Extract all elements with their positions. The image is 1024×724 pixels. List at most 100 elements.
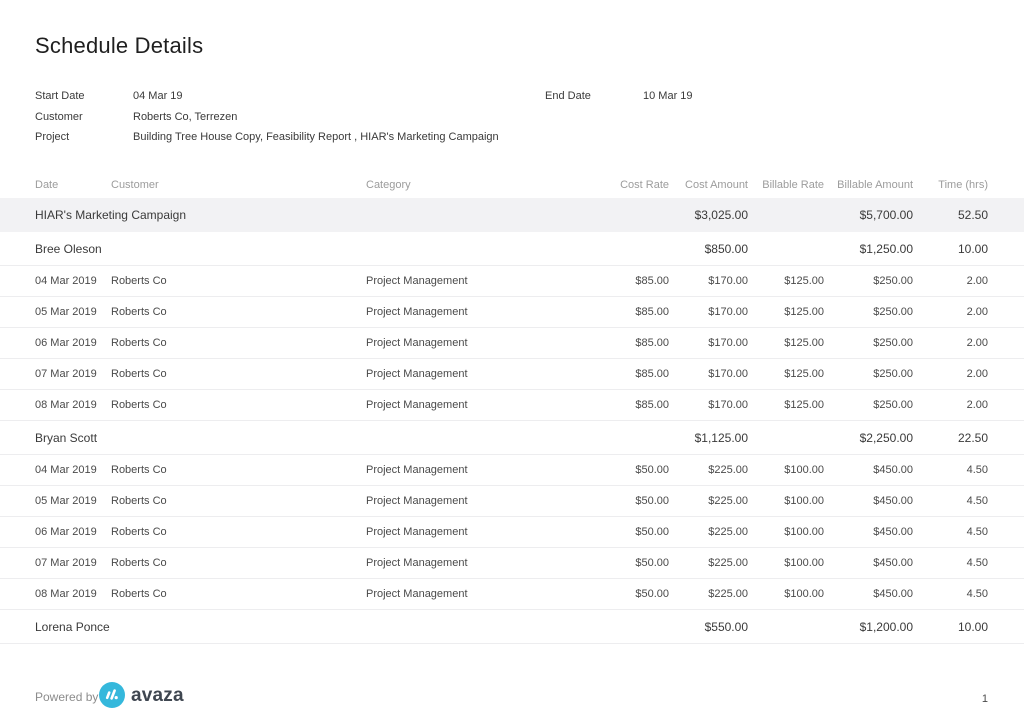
cell-billable-amount: $450.00 [873,495,913,507]
cell-category: Project Management [366,526,468,538]
table-row: 08 Mar 2019 Roberts Co Project Management $… [0,579,1024,610]
cell-billable-amount: $5,700.00 [859,208,913,222]
cell-cost-rate: $50.00 [635,588,669,600]
cell-customer: Roberts Co [111,464,167,476]
cell-cost-amount: $1,125.00 [694,430,748,445]
table-row: 05 Mar 2019 Roberts Co Project Management $… [0,486,1024,517]
column-header-billable-amount: Billable Amount [837,179,913,191]
cell-customer: Roberts Co [111,588,167,600]
column-header-category: Category [366,179,411,191]
report-footer: Powered by avaza 1 [0,672,1024,724]
cell-category: Project Management [366,495,468,507]
cell-billable-amount: $250.00 [873,306,913,318]
cell-time: 4.50 [966,526,988,538]
cell-cost-rate: $50.00 [635,526,669,538]
cell-billable-rate: $100.00 [784,526,824,538]
powered-by-label: Powered by [35,690,99,704]
table-row: 06 Mar 2019 Roberts Co Project Management $… [0,517,1024,548]
column-header-time: Time (hrs) [938,179,988,191]
customer-label: Customer [35,110,83,123]
cell-cost-amount: $850.00 [704,241,748,256]
cell-time: 2.00 [966,306,988,318]
page-number: 1 [981,693,988,705]
cell-cost-amount: $225.00 [708,557,748,569]
cell-cost-amount: $170.00 [708,306,748,318]
cell-cost-rate: $50.00 [635,495,669,507]
cell-cost-rate: $85.00 [635,399,669,411]
cell-billable-amount: $1,250.00 [859,241,913,256]
cell-billable-amount: $250.00 [873,368,913,380]
cell-billable-rate: $125.00 [784,399,824,411]
cell-time: 2.00 [966,399,988,411]
cell-cost-amount: $170.00 [708,337,748,349]
cell-time: 4.50 [966,588,988,600]
column-header-billable-rate: Billable Rate [762,179,824,191]
avaza-brand-name: avaza [131,685,184,706]
cell-billable-rate: $100.00 [784,557,824,569]
cell-cost-amount: $170.00 [708,275,748,287]
cell-customer: Roberts Co [111,306,167,318]
cell-billable-amount: $450.00 [873,588,913,600]
cell-category: Project Management [366,275,468,287]
cell-cost-amount: $3,025.00 [694,208,748,222]
start-date-value: 04 Mar 19 [133,90,183,102]
cell-time: 52.50 [957,208,988,222]
cell-category: Project Management [366,368,468,380]
cell-customer: Roberts Co [111,557,167,569]
cell-date: 08 Mar 2019 [35,399,97,411]
cell-category: Project Management [366,399,468,411]
table-row: 07 Mar 2019 Roberts Co Project Management $… [0,359,1024,390]
cell-category: Project Management [366,337,468,349]
cell-group-name: Bree Oleson [35,241,102,256]
cell-time: 2.00 [966,337,988,349]
filter-row-dates: Start Date 04 Mar 19 End Date 10 Mar 19 [0,88,1024,109]
cell-billable-rate: $125.00 [784,275,824,287]
schedule-table: Date Customer Category Cost Rate Cost Am… [0,172,1024,644]
cell-billable-amount: $1,200.00 [859,619,913,634]
column-header-cost-amount: Cost Amount [685,179,748,191]
cell-date: 05 Mar 2019 [35,306,97,318]
cell-billable-rate: $100.00 [784,495,824,507]
end-date-label: End Date [545,90,591,102]
cell-time: 4.50 [966,464,988,476]
cell-time: 10.00 [957,241,988,256]
page-title: Schedule Details [35,33,204,58]
cell-cost-rate: $50.00 [635,557,669,569]
group-row: HIAR's Marketing Campaign $3,025.00 $5,700… [0,198,1024,232]
cell-billable-amount: $2,250.00 [859,430,913,445]
cell-group-name: Lorena Ponce [35,619,110,634]
filter-row-project: Project Building Tree House Copy, Feasib… [0,129,1024,150]
project-label: Project [35,131,70,143]
table-body: HIAR's Marketing Campaign $3,025.00 $5,700… [0,198,1024,644]
cell-customer: Roberts Co [111,399,167,411]
customer-value: Roberts Co, Terrezen [133,110,238,123]
table-header-row: Date Customer Category Cost Rate Cost Am… [0,172,1024,198]
cell-billable-rate: $100.00 [784,464,824,476]
cell-cost-amount: $550.00 [704,619,748,634]
cell-billable-amount: $450.00 [873,526,913,538]
group-row: Bree Oleson $850.00 $1,250.00 10.00 [0,232,1024,266]
cell-group-name: HIAR's Marketing Campaign [35,208,187,222]
project-value: Building Tree House Copy, Feasibility Re… [133,131,499,143]
cell-category: Project Management [366,464,468,476]
cell-category: Project Management [366,588,468,600]
table-row: 06 Mar 2019 Roberts Co Project Management $… [0,328,1024,359]
column-header-customer: Customer [111,179,159,191]
cell-customer: Roberts Co [111,526,167,538]
cell-cost-rate: $50.00 [635,464,669,476]
column-header-cost-rate: Cost Rate [620,179,669,191]
report-filters: Start Date 04 Mar 19 End Date 10 Mar 19 … [0,88,1024,150]
cell-time: 10.00 [957,619,988,634]
cell-customer: Roberts Co [111,275,167,287]
cell-time: 4.50 [966,557,988,569]
group-row: Bryan Scott $1,125.00 $2,250.00 22.50 [0,421,1024,455]
cell-time: 22.50 [957,430,988,445]
cell-date: 06 Mar 2019 [35,526,97,538]
cell-customer: Roberts Co [111,495,167,507]
cell-date: 07 Mar 2019 [35,557,97,569]
cell-time: 2.00 [966,368,988,380]
cell-billable-amount: $450.00 [873,464,913,476]
cell-customer: Roberts Co [111,337,167,349]
filter-row-customer: Customer Roberts Co, Terrezen [0,109,1024,130]
